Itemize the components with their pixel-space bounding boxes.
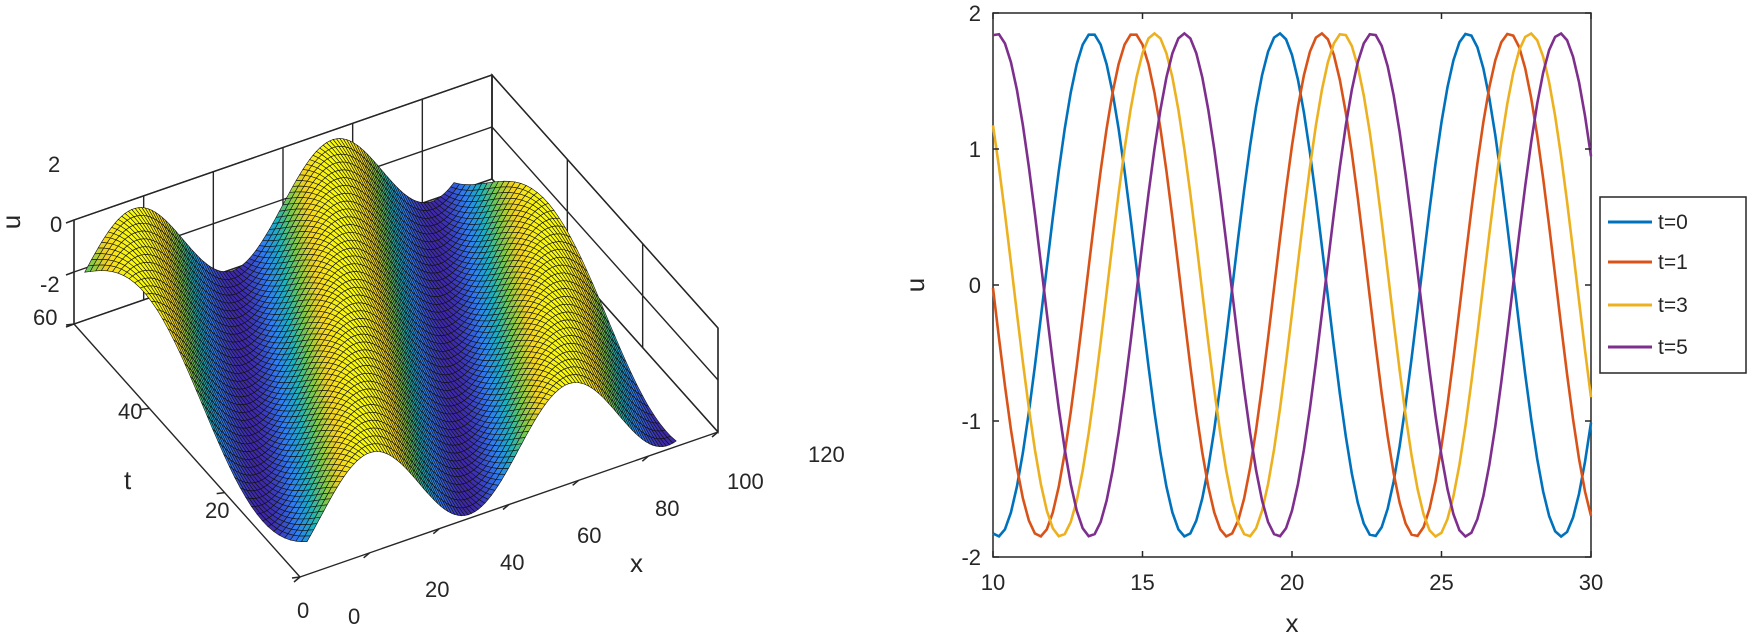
line-y-tick-label-4: 2	[969, 1, 981, 26]
surface-t-tickmark-2	[141, 407, 150, 411]
legend-label-t1: t=1	[1658, 251, 1688, 274]
surface-t-tickmark-1	[216, 491, 225, 495]
surface-x-tickmark-2	[432, 528, 440, 535]
line-series-group	[991, 31, 1593, 539]
surface-x-tickmark-6	[711, 431, 719, 438]
surface-ticks: 2 0 -2 60 40 20 0 0 20 40 60 80 100 120	[33, 152, 845, 629]
surface-t-tick-0: 0	[297, 598, 309, 623]
surface-gridline-u-1	[73, 126, 719, 381]
line-x-tick-label-1: 15	[1130, 570, 1154, 595]
line-y-tick-label-2: 0	[969, 273, 981, 298]
line-ticks: 10 15 20 25 30 -2 -1 0 1 2	[961, 1, 1603, 595]
line-x-axis-label: x	[1286, 608, 1299, 636]
surface-x-tick-0: 0	[348, 604, 360, 629]
line-x-tick-label-4: 30	[1579, 570, 1603, 595]
surface-u-tick-0: 0	[50, 212, 62, 237]
surface-t-tick-20: 20	[205, 498, 229, 523]
line-y-tick-label-1: -1	[961, 409, 981, 434]
legend-label-t5: t=5	[1658, 336, 1688, 359]
surface-t-tick-60: 60	[33, 305, 57, 330]
surface-x-tickmark-3	[502, 503, 510, 511]
surface-x-tickmark-5	[641, 455, 649, 462]
legend-label-t3: t=3	[1658, 294, 1688, 317]
surface-x-tick-100: 100	[727, 469, 764, 494]
surface-x-tick-40: 40	[500, 550, 524, 575]
series-line-t-0	[992, 31, 1593, 539]
surface-plot: 2 0 -2 60 40 20 0 0 20 40 60 80 100 120 …	[0, 73, 845, 629]
line-x-tick-label-0: 10	[981, 570, 1005, 595]
surface-x-tickmark-1	[363, 552, 371, 559]
surface-u-tick-2: 2	[48, 152, 60, 177]
surface-t-tickmark-0	[291, 576, 301, 579]
surface-mesh	[84, 138, 677, 543]
surface-u-tickmark-2	[65, 219, 75, 224]
line-plot: 10 15 20 25 30 -2 -1 0 1 2 u x t=0 t=1 t=3 t=5	[900, 1, 1747, 636]
surface-t-axis-label: t	[124, 465, 132, 495]
line-y-axis-label: u	[900, 278, 930, 292]
surface-x-tick-60: 60	[577, 523, 601, 548]
surface-u-axis-label: u	[0, 215, 26, 229]
line-x-tick-label-2: 20	[1280, 570, 1304, 595]
legend-label-t0: t=0	[1658, 211, 1688, 234]
surface-x-axis-label: x	[630, 548, 643, 578]
series-line-t-3	[991, 31, 1593, 539]
surface-x-tickmark-4	[572, 479, 580, 486]
surface-t-tick-40: 40	[118, 399, 142, 424]
surface-u-tick-neg2: -2	[40, 272, 60, 297]
legend: t=0 t=1 t=3 t=5	[1599, 196, 1747, 374]
surface-patch	[300, 535, 311, 543]
surface-gridline-u-2	[73, 74, 719, 329]
line-y-tick-label-0: -2	[961, 545, 981, 570]
surface-floor-edge-0	[73, 323, 301, 578]
line-x-tick-label-3: 25	[1429, 570, 1453, 595]
surface-x-tick-120: 120	[808, 442, 845, 467]
surface-t-tickmark-3	[65, 323, 75, 326]
surface-x-tick-80: 80	[655, 496, 679, 521]
series-line-t-5	[992, 31, 1593, 539]
surface-x-tick-20: 20	[425, 577, 449, 602]
legend-box	[1599, 196, 1747, 374]
line-y-tick-label-3: 1	[969, 137, 981, 162]
surface-u-tickmark-1	[65, 271, 75, 276]
series-line-t-1	[991, 31, 1593, 538]
